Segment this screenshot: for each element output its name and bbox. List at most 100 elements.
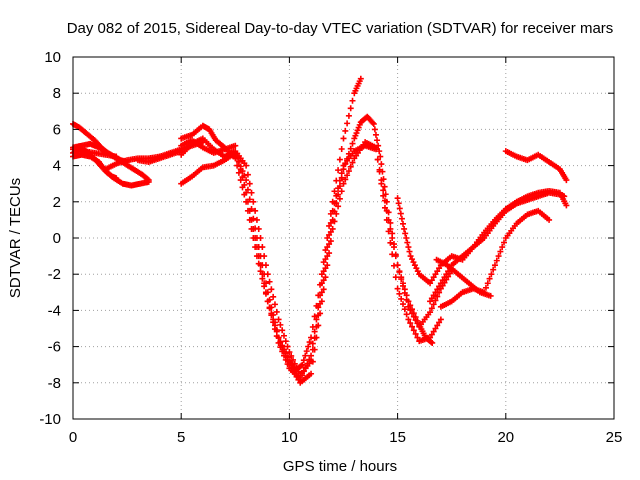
data-point <box>357 75 364 82</box>
data-points <box>70 75 570 386</box>
data-point <box>381 183 388 190</box>
data-point <box>324 235 331 241</box>
data-point <box>372 131 379 138</box>
data-point <box>381 197 388 204</box>
data-point <box>311 313 318 320</box>
data-point <box>349 97 356 104</box>
data-point <box>387 225 394 232</box>
y-tick-label: 4 <box>53 158 61 175</box>
data-point <box>268 286 275 293</box>
data-point <box>309 358 316 365</box>
data-point <box>376 148 383 155</box>
data-point <box>317 310 324 317</box>
y-tick-label: -10 <box>39 411 61 428</box>
data-point <box>488 271 495 278</box>
data-point <box>331 188 338 195</box>
data-point <box>407 307 414 314</box>
data-point <box>378 161 385 168</box>
data-point <box>311 346 318 353</box>
data-point <box>390 244 397 251</box>
data-point <box>324 262 331 269</box>
axis-ticks <box>72 56 615 420</box>
data-point <box>280 352 287 359</box>
data-point <box>430 274 437 281</box>
data-point <box>299 361 306 368</box>
data-point <box>327 228 334 235</box>
data-point <box>335 167 342 174</box>
data-point <box>441 274 448 281</box>
data-point <box>282 356 289 363</box>
data-point <box>234 162 241 169</box>
x-tick-labels: 0 5 10 15 20 25 <box>69 429 623 446</box>
data-point <box>487 292 494 299</box>
y-tick-label: 10 <box>44 49 61 66</box>
data-point <box>273 308 280 315</box>
data-point <box>306 356 313 363</box>
data-point <box>491 262 498 269</box>
data-point <box>445 268 452 275</box>
data-point <box>246 207 253 214</box>
data-point <box>398 276 405 283</box>
data-point <box>401 306 408 313</box>
data-point <box>338 188 345 195</box>
data-point <box>396 205 403 212</box>
data-point <box>347 105 354 112</box>
data-point <box>318 271 325 278</box>
data-point <box>392 253 399 260</box>
data-point <box>338 170 345 177</box>
data-point <box>405 303 412 310</box>
y-tick-label: -8 <box>48 375 61 392</box>
data-point <box>412 330 419 337</box>
data-point <box>411 262 418 269</box>
data-point <box>311 328 318 335</box>
data-point <box>407 320 414 327</box>
data-point <box>324 253 331 260</box>
data-point <box>326 241 333 248</box>
x-tick-label: 15 <box>389 429 406 446</box>
data-point <box>400 301 407 308</box>
data-point <box>279 327 286 334</box>
data-point <box>255 253 262 260</box>
data-point <box>387 239 394 246</box>
data-point <box>344 120 351 127</box>
data-point <box>331 218 338 225</box>
x-tick-label: 0 <box>69 429 77 446</box>
data-point <box>434 268 441 275</box>
data-point <box>397 210 404 217</box>
data-series <box>70 146 120 160</box>
data-point <box>299 372 306 379</box>
data-point <box>380 192 387 199</box>
data-point <box>261 280 268 287</box>
data-point <box>395 200 402 207</box>
data-point <box>389 251 396 258</box>
data-point <box>443 271 450 278</box>
data-point <box>349 140 356 147</box>
data-point <box>270 293 277 300</box>
data-point <box>402 230 409 237</box>
data-point <box>275 316 282 323</box>
data-point <box>490 266 497 273</box>
data-point <box>333 210 340 217</box>
data-point <box>329 207 336 214</box>
data-point <box>436 319 443 326</box>
data-series <box>134 148 185 165</box>
data-point <box>257 262 264 269</box>
data-point <box>436 265 443 272</box>
data-point <box>403 296 410 303</box>
data-point <box>340 135 347 142</box>
data-point <box>345 112 352 119</box>
data-point <box>482 284 489 291</box>
data-point <box>145 178 152 185</box>
data-point <box>336 177 343 184</box>
data-point <box>383 207 390 214</box>
data-point <box>370 120 377 127</box>
data-point <box>389 235 396 241</box>
data-point <box>244 171 251 178</box>
data-point <box>428 277 435 284</box>
data-point <box>327 210 334 217</box>
data-point <box>243 162 250 169</box>
data-point <box>401 225 408 232</box>
data-point <box>250 198 257 205</box>
data-point <box>266 305 273 312</box>
data-point <box>378 177 385 184</box>
